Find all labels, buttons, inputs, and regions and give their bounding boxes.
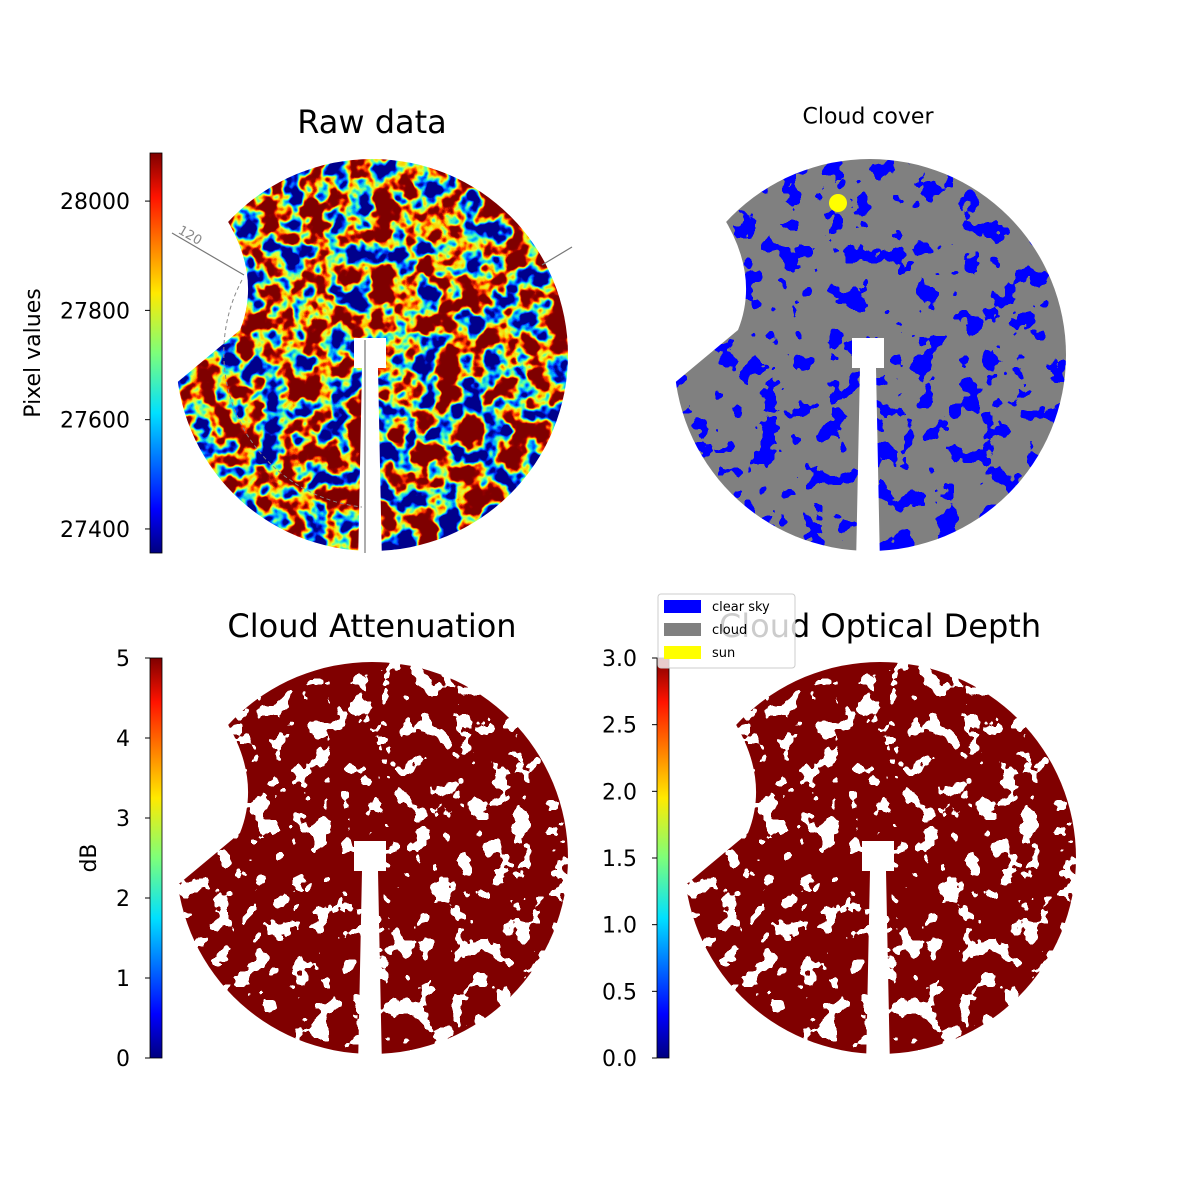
clear-region	[172, 658, 572, 1058]
polar-axis	[541, 246, 573, 266]
sun-marker	[829, 194, 847, 212]
legend-swatch	[664, 600, 701, 613]
colorbar-tick-label: 4	[116, 727, 130, 752]
colorbar-tick-label: 5	[116, 647, 130, 672]
colorbar-tick-label: 1.5	[602, 847, 637, 872]
colorbar-tick-label: 2.0	[602, 780, 637, 805]
legend-label: clear sky	[712, 600, 770, 615]
clear-sky-region	[670, 155, 1070, 555]
polar-axis	[171, 232, 245, 276]
colorbar-tick-label: 27400	[60, 518, 130, 543]
colorbar-tick-label: 3	[116, 807, 130, 832]
disk	[680, 658, 1080, 1058]
colorbar-tick-label: 28000	[60, 190, 130, 215]
colorbar-tick-label: 2.5	[602, 714, 637, 739]
colorbar-tick-label: 0.5	[602, 980, 637, 1005]
image-panel: 120	[171, 155, 573, 555]
colorbar	[149, 657, 163, 1059]
panel-title: Raw data	[297, 103, 447, 141]
colorbar-tick-label: 1.0	[602, 914, 637, 939]
image-panel	[172, 658, 572, 1058]
colorbar	[149, 152, 163, 554]
colorbar-tick-label: 2	[116, 887, 130, 912]
legend-swatch	[664, 646, 701, 659]
colorbar-label: dB	[77, 843, 102, 872]
disk	[670, 155, 1070, 555]
panel-title: Cloud Attenuation	[227, 607, 516, 645]
colorbar-tick-label: 0.0	[602, 1047, 637, 1072]
colorbar-tick-label: 27800	[60, 299, 130, 324]
image-panel	[680, 658, 1080, 1058]
disk	[172, 658, 572, 1058]
clear-region	[680, 658, 1080, 1058]
colorbar	[656, 657, 670, 1059]
legend: clear sky cloud sun	[657, 593, 796, 669]
image-panel	[670, 155, 1070, 555]
legend-label: cloud	[712, 623, 747, 638]
colorbar-tick-label: 3.0	[602, 647, 637, 672]
raw-image	[172, 155, 572, 555]
legend-label: sun	[712, 646, 735, 661]
colorbar-label: Pixel values	[21, 288, 46, 417]
colorbar-tick-label: 27600	[60, 409, 130, 434]
colorbar-tick-label: 0	[116, 1047, 130, 1072]
colorbar-tick-label: 1	[116, 967, 130, 992]
polar-grid	[223, 279, 363, 508]
disk	[172, 155, 572, 555]
legend-swatch	[664, 623, 701, 636]
panel-title: Cloud cover	[803, 105, 935, 130]
